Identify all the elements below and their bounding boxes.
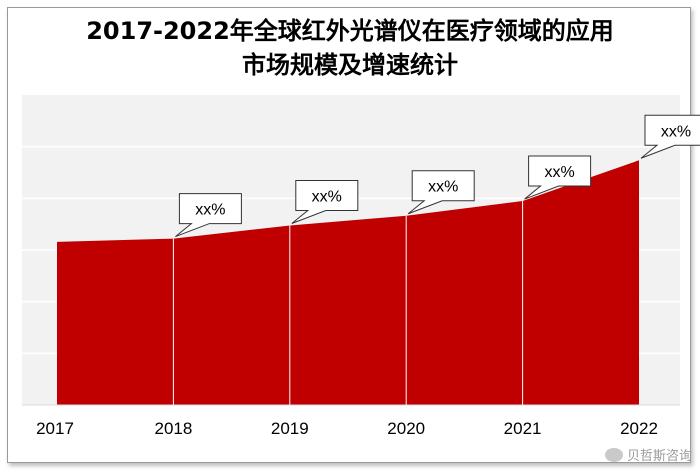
x-tick-label: 2019 bbox=[271, 419, 309, 438]
weibo-logo-icon bbox=[604, 447, 623, 462]
callout-box bbox=[407, 170, 475, 215]
x-tick-label: 2018 bbox=[154, 419, 192, 438]
callout-label: xx% bbox=[195, 202, 225, 219]
callout-box bbox=[291, 180, 359, 224]
callout-box bbox=[640, 114, 700, 159]
watermark-text: 贝哲斯咨询 bbox=[626, 449, 692, 464]
callout-label: xx% bbox=[661, 123, 691, 140]
x-tick-label: 2021 bbox=[504, 419, 542, 438]
chart-title-line-1: 2017-2022年全球红外光谱仪在医疗领域的应用 bbox=[86, 17, 614, 45]
callout-box bbox=[524, 155, 592, 200]
callout-label: xx% bbox=[312, 189, 342, 206]
watermark: 贝哲斯咨询 bbox=[604, 445, 692, 464]
callout-label: xx% bbox=[428, 179, 458, 196]
chart-title-line-2: 市场规模及增速统计 bbox=[242, 51, 458, 79]
chart-title: 2017-2022年全球红外光谱仪在医疗领域的应用 市场规模及增速统计 bbox=[0, 14, 700, 82]
callout-label: xx% bbox=[544, 164, 574, 181]
area-series bbox=[57, 160, 639, 405]
x-tick-label: 2022 bbox=[620, 419, 658, 438]
callout-box bbox=[175, 193, 242, 238]
x-tick-label: 2017 bbox=[36, 419, 74, 438]
x-tick-label: 2020 bbox=[387, 419, 425, 438]
